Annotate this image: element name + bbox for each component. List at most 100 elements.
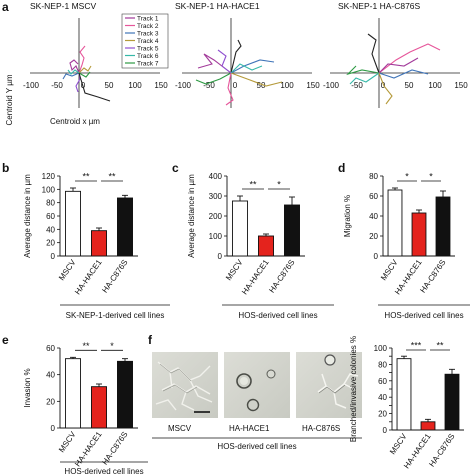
bar-ha-c876s [284, 204, 300, 257]
panel-c: c 0 100 200 300 400 Average distance in µm MSC… [172, 161, 334, 320]
legend-item-track-6: Track 6 [125, 53, 159, 60]
y-tick-label: 40 [46, 371, 55, 380]
significance-marker: ** [249, 180, 257, 190]
x-axis-label: SK-NEP-1-derived cell lines [66, 311, 165, 320]
track-line [67, 69, 80, 75]
track-line [225, 72, 234, 106]
panel-f: f MSCV [148, 333, 464, 470]
y-tick-label: 100 [374, 344, 388, 353]
svg-text:Track 3: Track 3 [137, 31, 159, 38]
track-line [69, 59, 80, 74]
track-line [230, 59, 275, 74]
micrograph-label-c876s: HA-C876S [302, 424, 340, 433]
bar-ha-hace1 [258, 235, 274, 257]
y-tick-label: 300 [209, 192, 223, 201]
y-tick-label: 40 [378, 393, 387, 402]
tick-label: 0 [233, 81, 238, 90]
tracks-hace1 [195, 39, 283, 106]
category-label: HA-C876S [100, 258, 129, 294]
y-tick-label: 0 [218, 252, 223, 261]
bar-ha-c876s [117, 360, 133, 429]
track-line [378, 69, 429, 79]
panel-a-x-label: Centroid x µm [50, 117, 100, 126]
significance-marker: * [405, 172, 409, 182]
y-tick-label: 20 [378, 410, 387, 419]
track-line [217, 49, 232, 74]
y-tick-label: 60 [46, 344, 55, 353]
tick-label: 150 [454, 81, 468, 90]
tracks-c876s [346, 33, 441, 105]
legend-item-track-7: Track 7 [125, 61, 159, 68]
x-axis-label: HOS-derived cell lines [64, 467, 143, 474]
y-tick-label: 400 [209, 172, 223, 181]
y-tick-label: 120 [42, 172, 56, 181]
bar-ha-hace1 [420, 421, 436, 431]
micrograph-c876s: HA-C876S [296, 352, 362, 433]
legend-item-track-1: Track 1 [125, 16, 159, 23]
category-label: MSCV [388, 431, 409, 456]
y-axis-label: Branched/invasive colonies % [349, 336, 358, 442]
y-axis-label: Invasion % [23, 368, 32, 407]
panel-a-title-1: SK-NEP-1 MSCV [30, 1, 96, 11]
category-label: HA-HACE1 [73, 258, 104, 297]
y-axis-label: Migration % [343, 195, 352, 237]
category-label: MSCV [57, 257, 78, 282]
y-tick-label: 20 [46, 397, 55, 406]
track-line [78, 65, 92, 74]
svg-text:Track 5: Track 5 [137, 46, 159, 53]
track-line [195, 72, 232, 85]
micrograph-hace1: HA-HACE1 [224, 352, 290, 433]
track-line [378, 57, 419, 74]
category-label: MSCV [224, 257, 245, 282]
y-tick-label: 100 [209, 232, 223, 241]
track-line [78, 72, 111, 102]
panel-a-y-label: Centroid Y µm [5, 74, 14, 125]
track-line [230, 63, 263, 74]
panel-a-title-3: SK-NEP-1 HA-C876S [338, 1, 421, 11]
y-tick-label: 100 [42, 185, 56, 194]
y-tick-label: 0 [374, 252, 379, 261]
panel-label-d: d [338, 161, 345, 175]
track-legend: Track 1 Track 2 Track 3 Track 4 Track 5 … [121, 13, 169, 69]
tick-label: -50 [203, 81, 215, 90]
panel-a: a SK-NEP-1 MSCV SK-NEP-1 HA-HACE1 SK-NEP… [2, 0, 468, 126]
tick-label: 100 [280, 81, 294, 90]
bar-ha-c876s [117, 197, 133, 257]
category-label: MSCV [379, 257, 400, 282]
panel-label-c: c [172, 161, 179, 175]
track-line [230, 72, 283, 87]
tick-label: -50 [51, 81, 63, 90]
y-tick-label: 0 [51, 424, 56, 433]
svg-text:Track 6: Track 6 [137, 53, 159, 60]
bar-mscv [232, 200, 248, 257]
category-label: MSCV [57, 429, 78, 454]
bar-ha-hace1 [91, 386, 107, 429]
tick-label: -100 [175, 81, 192, 90]
tracks-mscv [62, 45, 111, 102]
y-tick-label: 80 [378, 360, 387, 369]
chart-b: 0 20 40 60 80 100 120 Average distance in µm MSC… [23, 172, 170, 320]
y-axis-label: Average distance in µm [187, 174, 196, 258]
bar-mscv [65, 190, 81, 257]
tick-label: 150 [306, 81, 320, 90]
significance-marker: * [110, 341, 114, 351]
svg-text:Track 4: Track 4 [137, 38, 159, 45]
y-tick-label: 60 [46, 212, 55, 221]
svg-text:Track 7: Track 7 [137, 61, 159, 68]
tick-label: 50 [105, 81, 114, 90]
cell-colony [324, 354, 336, 366]
tick-label: 50 [257, 81, 266, 90]
track-line [378, 43, 441, 74]
track-plot-3-x-ticks: -100 -50 0 50 100 150 [323, 81, 468, 90]
significance-marker: * [429, 172, 433, 182]
y-tick-label: 60 [369, 192, 378, 201]
y-tick-label: 0 [51, 252, 56, 261]
micrograph-background [152, 352, 218, 418]
micrograph-label-mscv: MSCV [168, 424, 192, 433]
bar-ha-c876s [435, 196, 451, 257]
tick-label: 50 [405, 81, 414, 90]
